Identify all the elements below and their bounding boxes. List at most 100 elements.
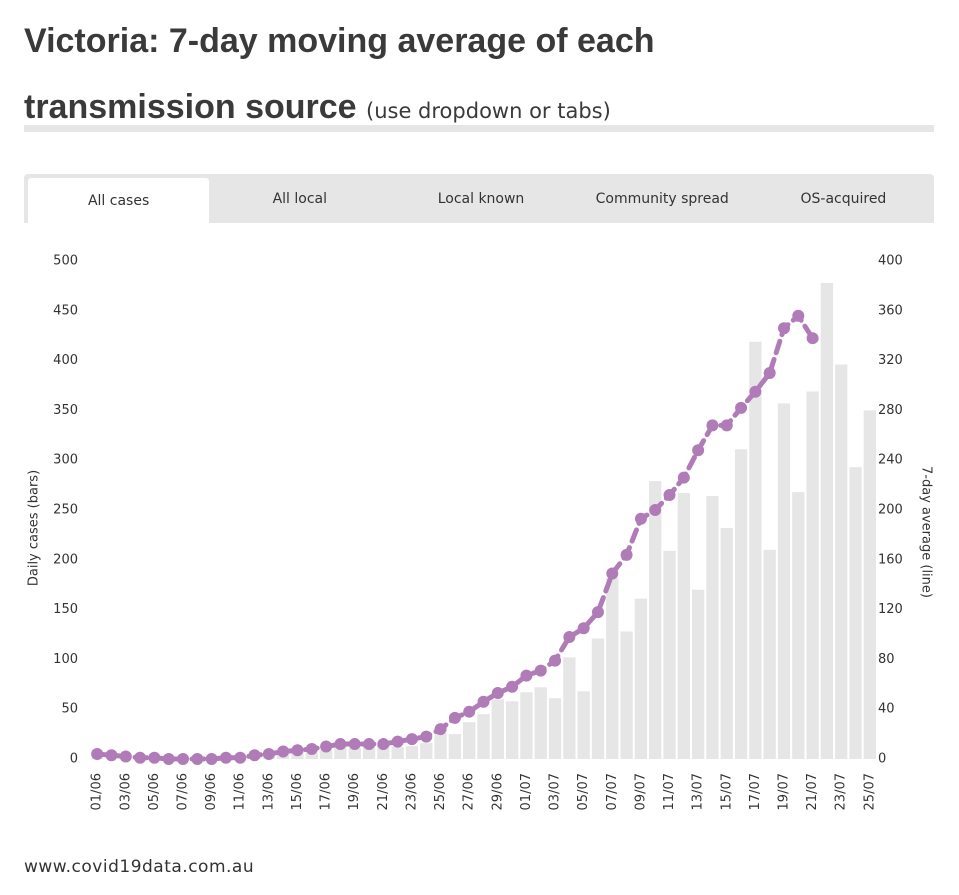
bar: [706, 496, 719, 759]
line-point: [634, 512, 647, 525]
y2-axis-title: 7-day average (line): [919, 466, 934, 598]
bar: [863, 410, 876, 759]
x-tick-label: 05/07: [576, 773, 591, 810]
y-axis-title: Daily cases (bars): [27, 470, 42, 586]
line-point: [463, 705, 476, 718]
y2-tick-label: 200: [878, 503, 903, 518]
x-tick-label: 11/06: [233, 773, 248, 810]
line-point: [806, 332, 819, 345]
line-point: [620, 548, 633, 561]
line-point: [606, 567, 619, 580]
bar: [334, 747, 347, 759]
line-point: [162, 753, 175, 765]
tab[interactable]: OS-acquired: [800, 190, 887, 207]
tab-bar: All cases All local Local known Community s…: [24, 174, 934, 223]
bar: [591, 638, 605, 759]
bar: [606, 577, 619, 759]
x-tick-label: 07/07: [605, 773, 620, 810]
divider: [24, 125, 934, 132]
x-tick-label: 07/06: [176, 773, 191, 810]
x-tick-label: 29/06: [490, 773, 505, 810]
line-point: [692, 444, 705, 457]
bar: [663, 550, 676, 759]
bar: [763, 549, 776, 759]
tab[interactable]: Local known: [437, 190, 525, 207]
bar: [319, 750, 333, 759]
bar: [434, 733, 447, 759]
x-tick-label: 01/06: [90, 773, 105, 810]
x-tick-label: 25/06: [433, 773, 448, 810]
tab[interactable]: Community spread: [595, 190, 729, 207]
line-point: [663, 489, 676, 502]
line-point: [477, 695, 490, 708]
line-point: [91, 748, 104, 761]
bar: [348, 748, 361, 759]
line-point: [177, 753, 190, 765]
bar: [634, 598, 648, 759]
bar: [391, 747, 404, 759]
line-point: [134, 751, 147, 764]
bar: [548, 698, 562, 759]
x-tick-label: 27/06: [462, 773, 477, 810]
title: Victoria: 7-day moving average of each t…: [24, 8, 854, 144]
x-tick-label: 03/06: [118, 773, 133, 810]
x-tick-label: 19/07: [776, 773, 791, 810]
x-tick-label: 23/07: [834, 773, 849, 810]
y2-tick-label: 240: [878, 453, 903, 468]
bar: [505, 701, 519, 759]
line-point: [549, 654, 562, 667]
bar: [520, 692, 533, 759]
line-point: [291, 744, 304, 757]
line-point: [277, 745, 290, 758]
line-point: [248, 749, 261, 762]
bar: [835, 364, 848, 759]
line-point: [649, 504, 662, 516]
x-tick-label: 11/07: [662, 773, 677, 810]
bar: [649, 481, 662, 759]
bar: [534, 687, 547, 759]
x-tick-label: 01/07: [519, 773, 534, 810]
y2-tick-label: 0: [878, 752, 886, 767]
title-text: Victoria: 7-day moving average of each t…: [24, 22, 655, 126]
bar: [820, 282, 834, 759]
bar: [362, 746, 376, 759]
line-point: [534, 664, 547, 677]
line-point: [377, 738, 390, 751]
y-tick-label: 100: [53, 652, 78, 667]
x-tick-label: 25/07: [862, 773, 877, 810]
y2-tick-label: 360: [878, 303, 903, 318]
line-point: [363, 738, 376, 751]
bar: [448, 734, 462, 759]
line-point: [506, 680, 519, 693]
line-point: [405, 733, 418, 746]
line-point: [777, 322, 790, 335]
bar: [305, 753, 318, 759]
line-point: [520, 669, 533, 682]
y2-tick-label: 320: [878, 353, 903, 368]
bar: [420, 743, 433, 759]
line-point: [420, 730, 433, 743]
tab[interactable]: All cases: [28, 178, 210, 223]
x-tick-label: 09/06: [204, 773, 219, 810]
bar: [806, 391, 819, 759]
bar: [691, 589, 705, 759]
subtitle: (use dropdown or tabs): [366, 99, 611, 123]
line-point: [434, 723, 447, 736]
y2-tick-label: 80: [878, 652, 895, 667]
bar: [677, 493, 690, 759]
x-tick-label: 17/06: [319, 773, 334, 810]
x-tick-label: 03/07: [548, 773, 563, 810]
tab[interactable]: All local: [272, 190, 328, 207]
y-tick-label: 350: [53, 403, 78, 418]
line-point: [563, 630, 576, 643]
bar: [491, 699, 504, 759]
line-point: [706, 419, 719, 432]
line-point: [305, 743, 318, 756]
line-point: [448, 711, 461, 724]
y2-tick-label: 40: [878, 702, 895, 717]
y-tick-label: 500: [53, 254, 78, 269]
line-point: [219, 751, 232, 764]
bar: [405, 746, 419, 759]
x-tick-label: 17/07: [748, 773, 763, 810]
x-tick-label: 21/06: [376, 773, 391, 810]
